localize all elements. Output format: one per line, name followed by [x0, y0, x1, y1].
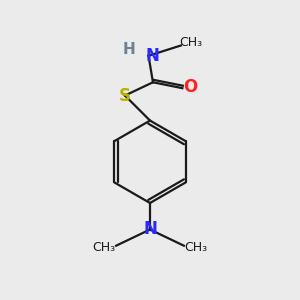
Text: S: S — [119, 86, 131, 104]
Text: CH₃: CH₃ — [180, 36, 203, 49]
Text: O: O — [183, 78, 197, 96]
Text: H: H — [123, 42, 136, 57]
Text: CH₃: CH₃ — [92, 241, 115, 254]
Text: N: N — [145, 47, 159, 65]
Text: N: N — [143, 220, 157, 238]
Text: CH₃: CH₃ — [185, 241, 208, 254]
